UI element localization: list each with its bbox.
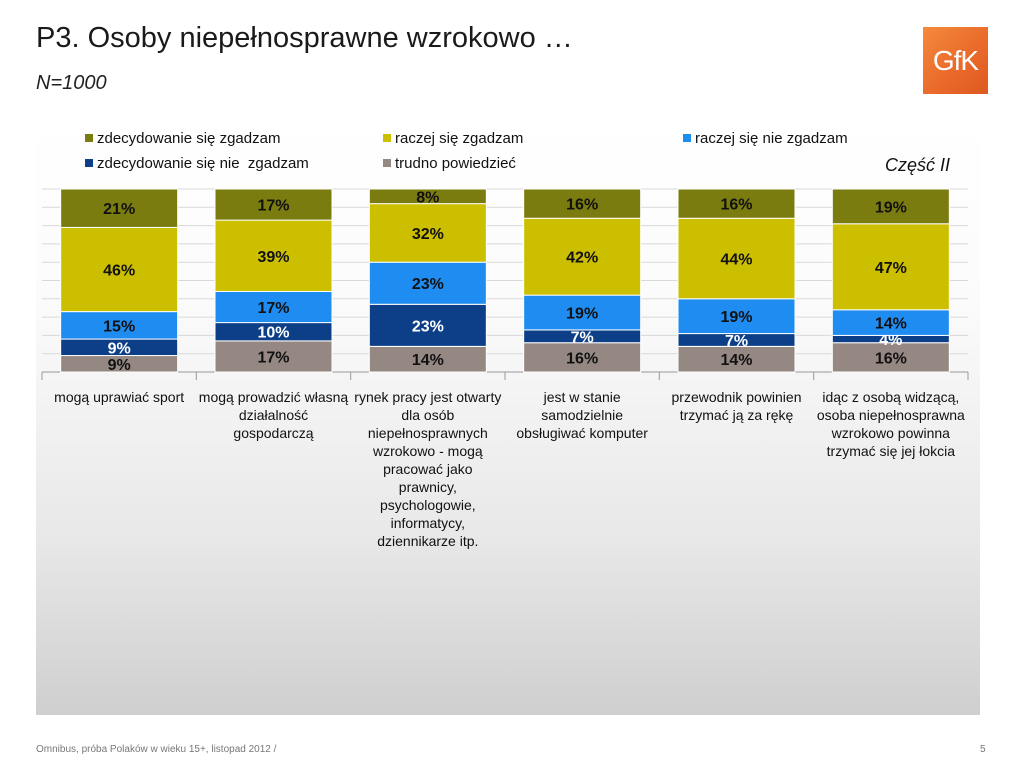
data-label: 14% bbox=[720, 352, 752, 369]
bar-segment bbox=[60, 188, 179, 228]
category-label: idąc z osobą widzącą, osoba niepełnospra… bbox=[816, 389, 965, 459]
bar-segment bbox=[677, 188, 796, 219]
category-label: mogą uprawiać sport bbox=[54, 389, 185, 405]
legend-label: raczej się nie zgadzam bbox=[695, 130, 848, 147]
bar-segment bbox=[677, 217, 796, 300]
legend-swatch bbox=[85, 134, 93, 142]
legend-label: zdecydowanie się nie zgadzam bbox=[97, 155, 309, 172]
data-label: 39% bbox=[257, 249, 289, 266]
logo-text: GfK bbox=[932, 44, 979, 76]
gfk-logo: GfK bbox=[923, 27, 988, 94]
legend-label: zdecydowanie się zgadzam bbox=[97, 130, 280, 147]
legend-swatch bbox=[383, 159, 391, 167]
data-label: 16% bbox=[566, 350, 598, 367]
slide-title: P3. Osoby niepełnosprawne wzrokowo … bbox=[36, 22, 573, 54]
bar-segment bbox=[677, 345, 796, 373]
legend-label: raczej się zgadzam bbox=[395, 130, 523, 147]
legend-swatch bbox=[383, 134, 391, 142]
data-label: 19% bbox=[566, 306, 598, 323]
legend-label: trudno powiedzieć bbox=[395, 155, 516, 172]
data-label: 10% bbox=[257, 325, 289, 342]
data-label: 16% bbox=[875, 350, 907, 367]
data-label: 42% bbox=[566, 250, 598, 267]
category-label: mogą prowadzić własną działalność gospod… bbox=[198, 389, 349, 441]
data-label: 19% bbox=[875, 199, 907, 216]
legend-swatch bbox=[85, 159, 93, 167]
data-label: 8% bbox=[416, 189, 439, 206]
category-label: jest w stanie samodzielnie obsługiwać ko… bbox=[516, 389, 648, 441]
bar-segment bbox=[523, 342, 642, 373]
data-label: 46% bbox=[103, 263, 135, 280]
bar-segment bbox=[523, 188, 642, 219]
chart-panel bbox=[36, 124, 980, 715]
bar-segment bbox=[831, 188, 950, 225]
bar-segment bbox=[60, 311, 179, 340]
sample-size: N=1000 bbox=[36, 72, 107, 94]
data-label: 16% bbox=[566, 197, 598, 214]
data-label: 14% bbox=[412, 352, 444, 369]
bar-segment bbox=[368, 203, 487, 263]
legend-swatch bbox=[683, 134, 691, 142]
data-label: 23% bbox=[412, 318, 444, 335]
section-label: Część II bbox=[885, 155, 951, 175]
footer-source: Omnibus, próba Polaków w wieku 15+, list… bbox=[36, 744, 277, 755]
data-label: 16% bbox=[720, 197, 752, 214]
data-label: 9% bbox=[108, 340, 131, 357]
data-label: 17% bbox=[257, 300, 289, 317]
bar-segment bbox=[214, 290, 333, 324]
page-number: 5 bbox=[980, 744, 986, 755]
data-label: 17% bbox=[257, 198, 289, 215]
bar-segment bbox=[214, 340, 333, 373]
bar-segment bbox=[677, 298, 796, 335]
bar-segment bbox=[523, 294, 642, 331]
data-label: 17% bbox=[257, 349, 289, 366]
data-label: 32% bbox=[412, 226, 444, 243]
bar-segment bbox=[368, 345, 487, 373]
bar-segment bbox=[523, 217, 642, 296]
data-label: 14% bbox=[875, 316, 907, 333]
bar-segment bbox=[368, 188, 487, 205]
bar-segment bbox=[368, 303, 487, 347]
bar-segment bbox=[214, 219, 333, 292]
data-label: 15% bbox=[103, 318, 135, 335]
data-label: 4% bbox=[879, 332, 902, 349]
bar-segment bbox=[831, 309, 950, 336]
bar-segment bbox=[831, 342, 950, 373]
data-label: 47% bbox=[875, 260, 907, 277]
data-label: 44% bbox=[720, 252, 752, 269]
data-label: 7% bbox=[725, 333, 748, 350]
bar-segment bbox=[831, 223, 950, 311]
bar-segment bbox=[368, 261, 487, 305]
data-label: 21% bbox=[103, 201, 135, 218]
data-label: 19% bbox=[720, 309, 752, 326]
data-label: 23% bbox=[412, 276, 444, 293]
data-label: 7% bbox=[571, 329, 594, 346]
category-label: przewodnik powinien trzymać ją za rękę bbox=[671, 389, 802, 423]
data-label: 9% bbox=[108, 357, 131, 374]
bar-segment bbox=[214, 188, 333, 221]
category-label: rynek pracy jest otwarty dla osób niepeł… bbox=[354, 389, 502, 549]
